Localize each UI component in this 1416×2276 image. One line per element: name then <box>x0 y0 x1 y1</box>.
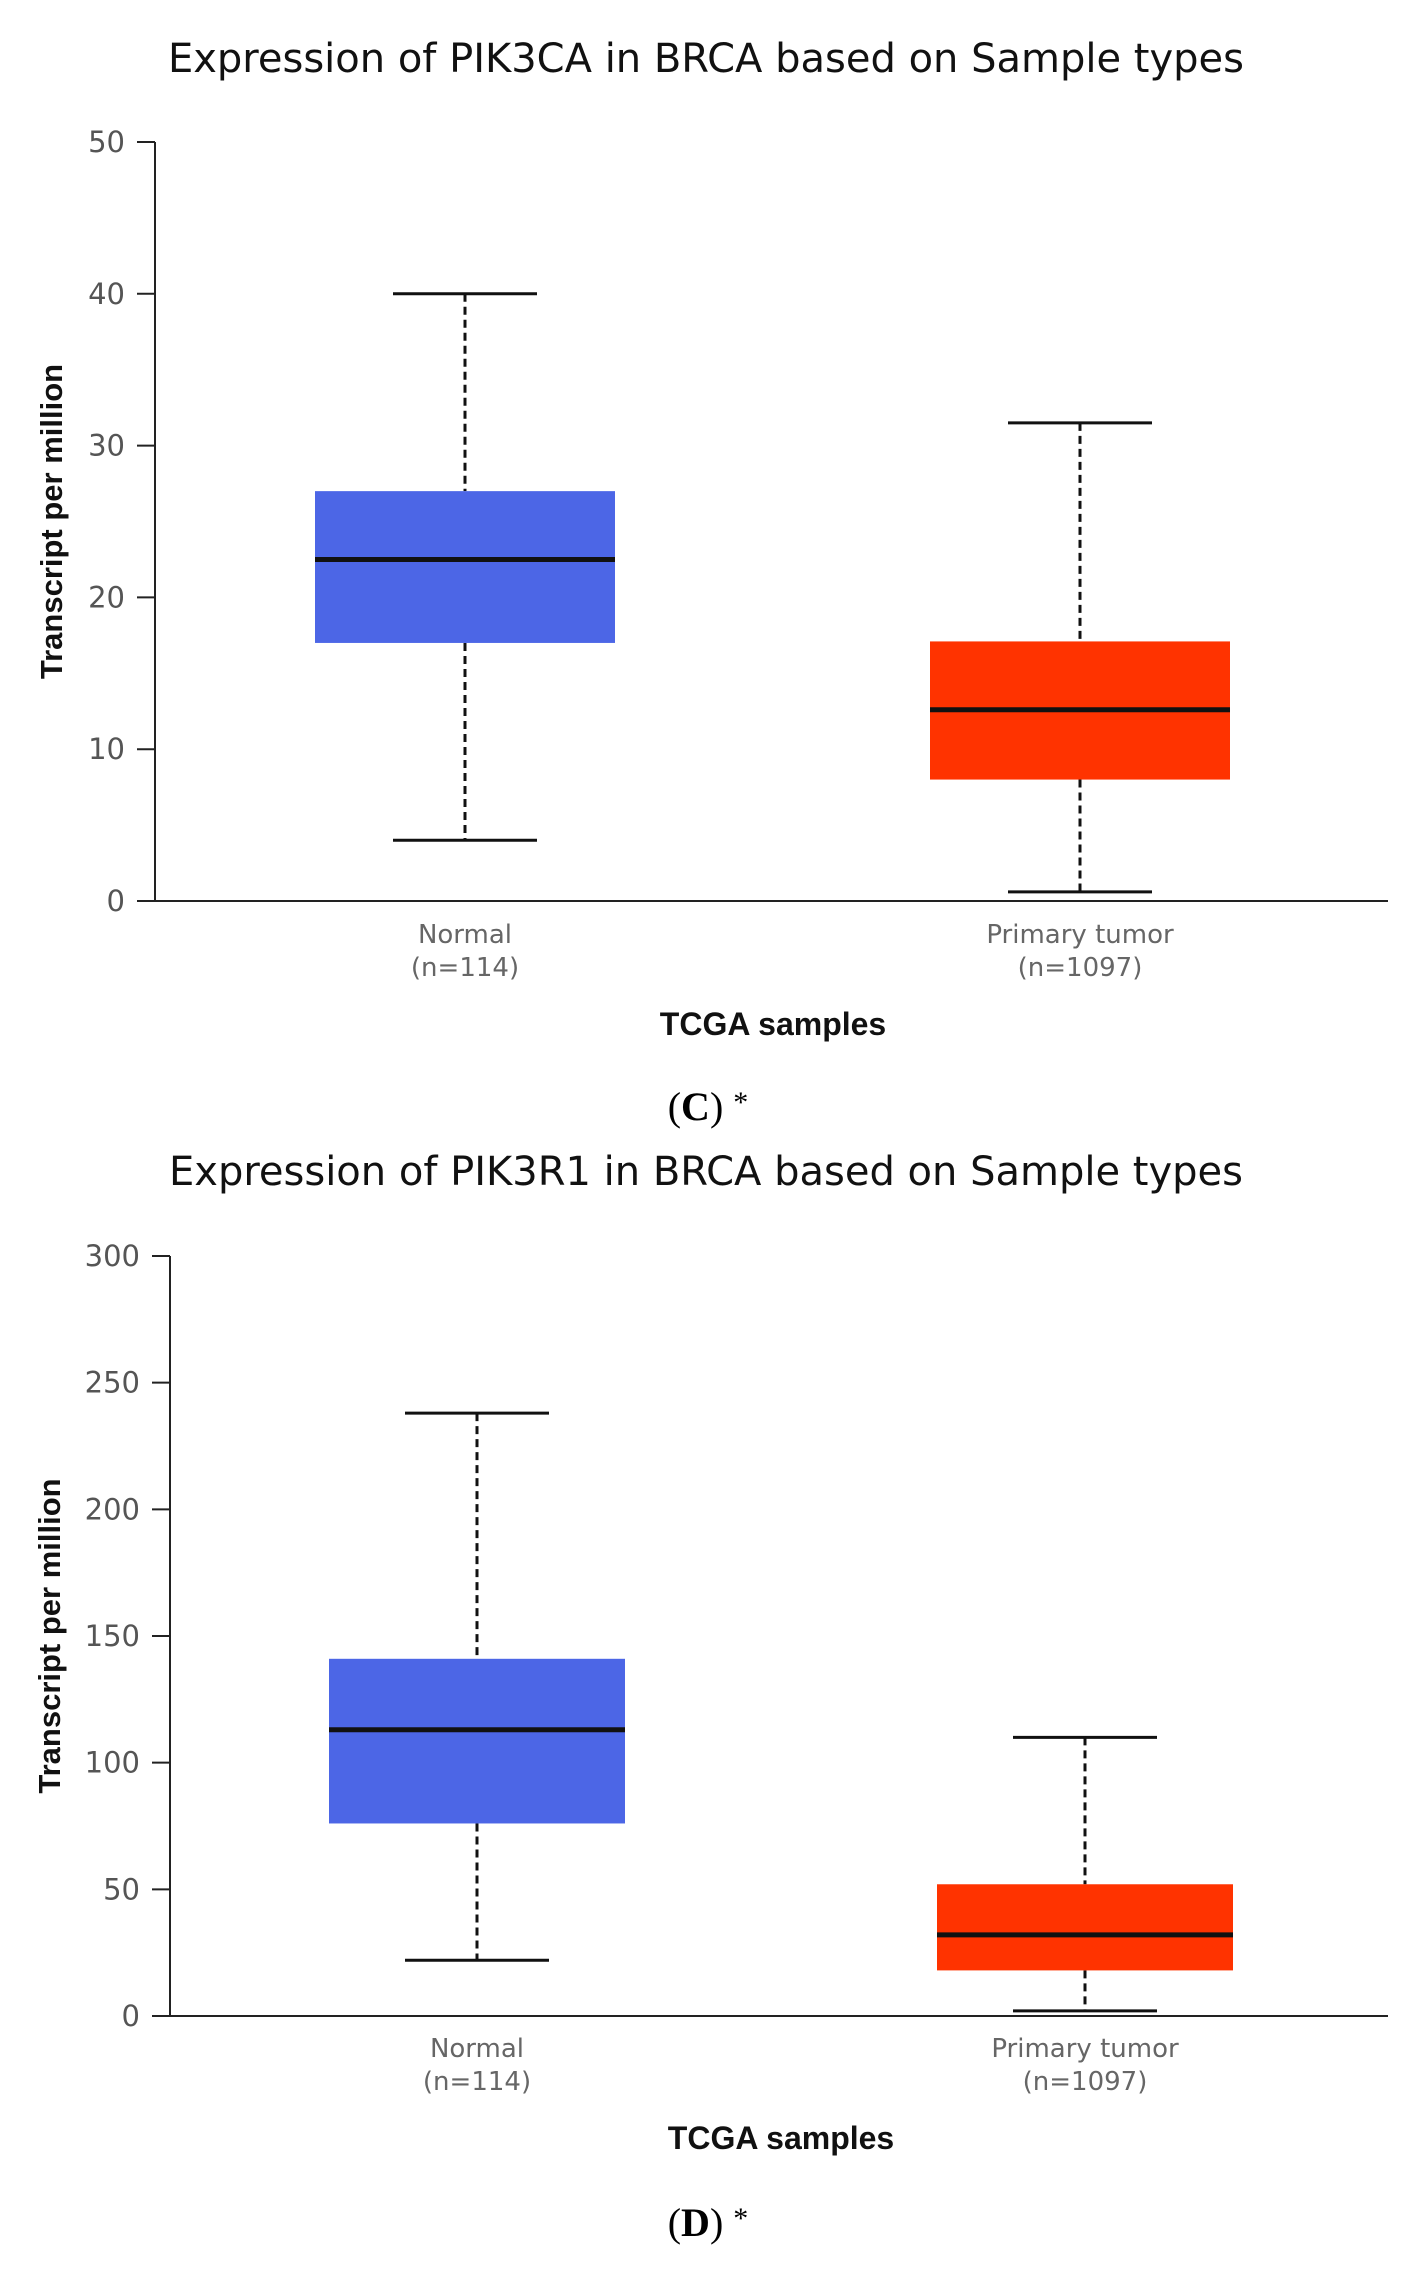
sample-count-label: (n=1097) <box>1018 953 1143 983</box>
figure-caption: (D) * <box>668 2200 749 2245</box>
chart-pik3ca: Expression of PIK3CA in BRCA based on Sa… <box>34 36 1388 1129</box>
y-tick-label: 0 <box>122 1999 140 2033</box>
y-axis-label: Transcript per million <box>32 1478 67 1793</box>
caption-mark: * <box>733 2202 748 2235</box>
caption-letter: D <box>681 2200 710 2245</box>
category-label: Primary tumor <box>991 2034 1179 2064</box>
iqr-box <box>315 491 615 643</box>
box-normal: Normal(n=114) <box>315 292 615 983</box>
caption-mark: * <box>733 1086 748 1119</box>
box-primary-tumor: Primary tumor(n=1097) <box>937 1735 1233 2097</box>
y-tick-label: 250 <box>85 1366 140 1400</box>
y-tick-label: 10 <box>88 732 125 766</box>
y-tick-label: 0 <box>107 884 125 918</box>
y-tick-label: 150 <box>85 1619 140 1653</box>
category-label: Normal <box>418 920 512 950</box>
category-label: Normal <box>430 2034 524 2064</box>
y-tick-label: 50 <box>103 1872 140 1906</box>
y-tick-label: 300 <box>85 1239 140 1273</box>
chart-title: Expression of PIK3CA in BRCA based on Sa… <box>168 36 1244 82</box>
caption-close: ) <box>710 1084 723 1129</box>
iqr-box <box>329 1658 625 1824</box>
figure-caption: (C) * <box>668 1084 749 1129</box>
chart-title: Expression of PIK3R1 in BRCA based on Sa… <box>169 1149 1243 1195</box>
caption-open: ( <box>668 1084 681 1129</box>
sample-count-label: (n=1097) <box>1023 2067 1148 2097</box>
y-tick-label: 100 <box>85 1746 140 1780</box>
caption-letter: C <box>681 1084 710 1129</box>
box-normal: Normal(n=114) <box>329 1411 625 2097</box>
x-axis-label: TCGA samples <box>660 1006 886 1042</box>
y-tick-label: 50 <box>88 125 125 159</box>
box-primary-tumor: Primary tumor(n=1097) <box>930 421 1230 983</box>
category-label: Primary tumor <box>986 920 1174 950</box>
caption-close: ) <box>710 2200 723 2245</box>
iqr-box <box>937 1884 1233 1971</box>
y-tick-label: 200 <box>85 1492 140 1526</box>
y-tick-label: 30 <box>88 429 125 463</box>
sample-count-label: (n=114) <box>423 2067 531 2097</box>
sample-count-label: (n=114) <box>411 953 519 983</box>
y-tick-label: 20 <box>88 580 125 614</box>
caption-open: ( <box>668 2200 681 2245</box>
chart-pik3r1: Expression of PIK3R1 in BRCA based on Sa… <box>32 1149 1388 2245</box>
y-axis-label: Transcript per million <box>34 364 69 679</box>
y-tick-label: 40 <box>88 277 125 311</box>
x-axis-label: TCGA samples <box>668 2120 894 2156</box>
